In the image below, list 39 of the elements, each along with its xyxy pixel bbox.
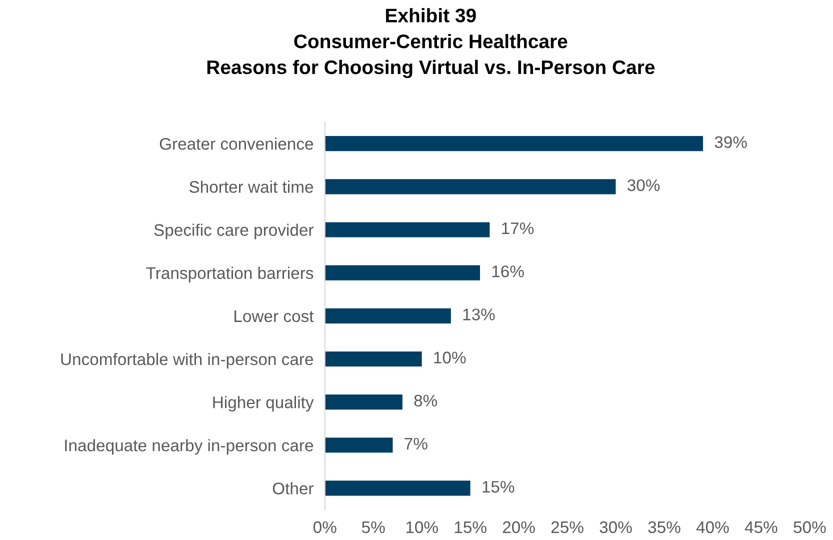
x-tick-label: 30% xyxy=(600,521,632,534)
bar xyxy=(324,136,704,152)
x-tick-label: 50% xyxy=(794,521,826,534)
y-tick-label: Other xyxy=(272,482,314,494)
data-label: 13% xyxy=(463,308,495,320)
y-tick-label: Shorter wait time xyxy=(189,180,314,193)
bar xyxy=(324,265,480,280)
bar xyxy=(324,394,402,410)
y-tick-label: Transportation barriers xyxy=(146,266,314,282)
x-tick-label: 45% xyxy=(744,521,778,534)
x-tick-label: 20% xyxy=(502,521,535,534)
data-label: 8% xyxy=(414,394,438,407)
y-tick-label: Inadequate nearby in-person care xyxy=(65,439,314,455)
y-tick-label: Higher quality xyxy=(213,396,314,412)
data-label: 15% xyxy=(482,480,514,493)
x-tick-label: 35% xyxy=(648,521,680,534)
y-tick-label: Greater convenience xyxy=(160,138,314,150)
y-tick-label: Lower cost xyxy=(234,310,314,322)
data-label: 17% xyxy=(502,222,534,234)
data-label: 10% xyxy=(434,352,466,364)
data-label: 7% xyxy=(404,438,428,450)
x-tick-label: 10% xyxy=(406,521,438,534)
bar xyxy=(324,438,393,453)
bar xyxy=(324,179,616,194)
y-tick-label: Uncomfortable with in-person care xyxy=(61,352,314,368)
x-tick-label: 40% xyxy=(696,521,729,534)
chart-title: Exhibit 39 Consumer-Centric Healthcare Reasons for Choosing Virtual vs. In-Person Care xyxy=(207,8,655,78)
data-label: 30% xyxy=(628,179,660,192)
bar xyxy=(324,480,470,496)
bar xyxy=(324,351,422,367)
data-label: 16% xyxy=(492,265,524,278)
x-tick-label: 5% xyxy=(362,521,385,534)
x-tick-label: 25% xyxy=(551,521,584,534)
x-tick-label: 15% xyxy=(454,521,486,534)
bar xyxy=(324,222,490,238)
x-tick-label: 0% xyxy=(313,521,336,534)
y-tick-label: Specific care provider xyxy=(154,224,314,240)
bar xyxy=(324,308,451,324)
data-label: 39% xyxy=(714,136,747,148)
